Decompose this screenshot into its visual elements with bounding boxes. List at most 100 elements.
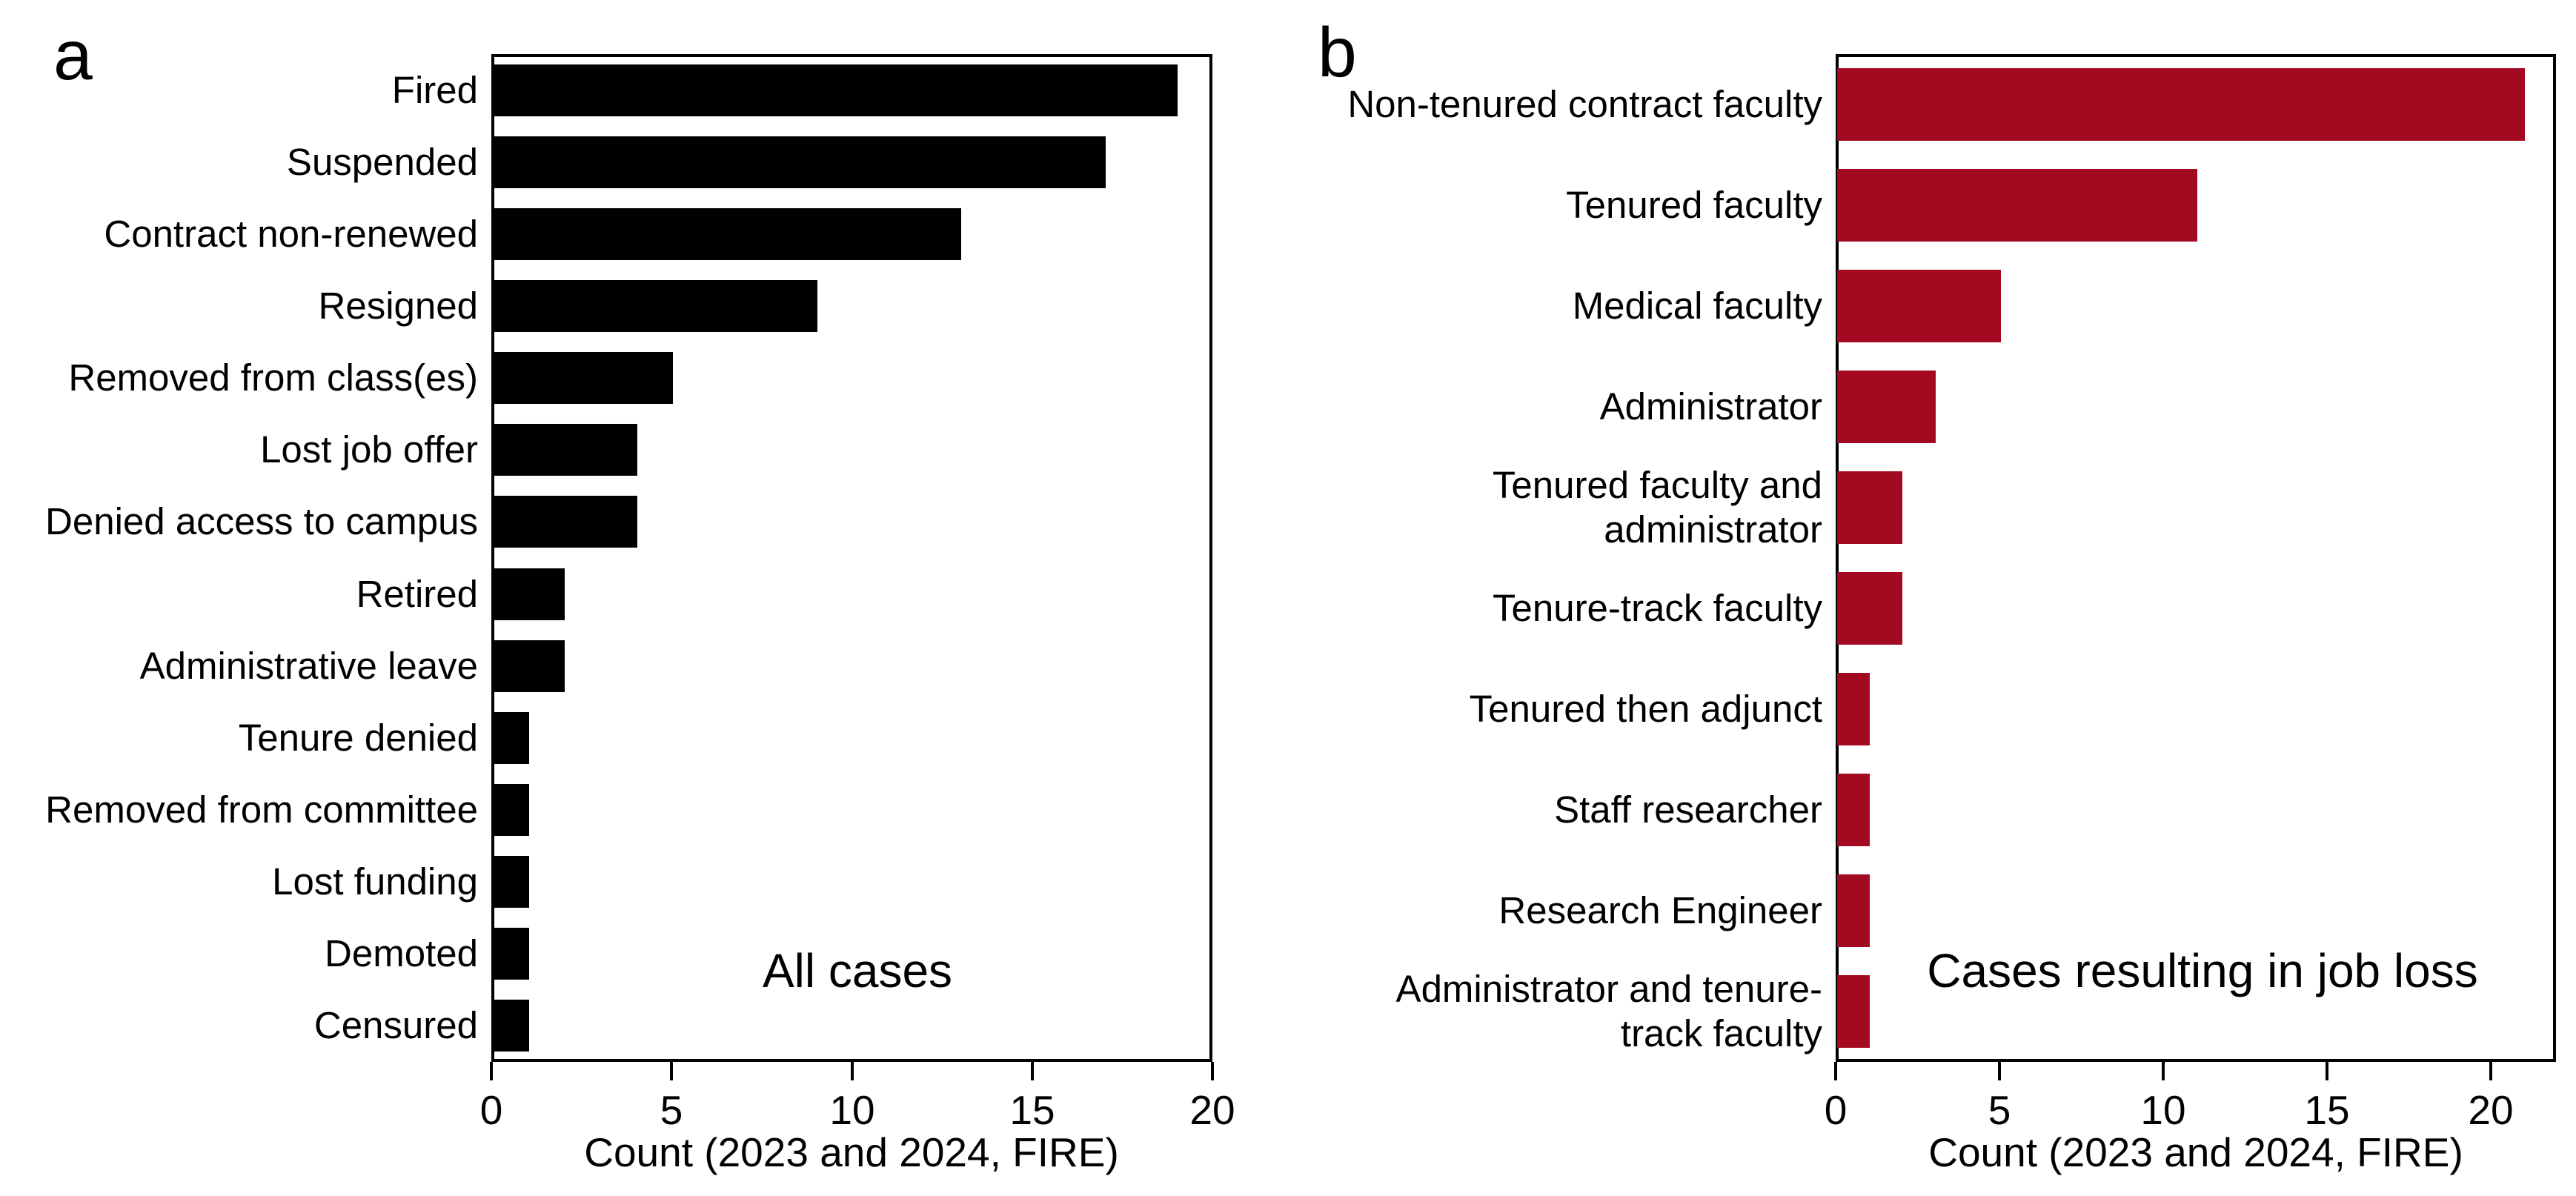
x-tick-label: 15 bbox=[1009, 1087, 1055, 1133]
category-label: Fired bbox=[0, 54, 478, 126]
category-label-line: administrator bbox=[1604, 508, 1822, 551]
category-label-line: Tenured faculty and bbox=[1492, 464, 1822, 506]
category-label: Lost job offer bbox=[0, 414, 478, 486]
category-label: Tenure-track faculty bbox=[0, 558, 1822, 659]
category-label-line: Suspended bbox=[286, 140, 478, 183]
category-label-line: Censured bbox=[313, 1004, 478, 1047]
x-tick-label: 20 bbox=[2468, 1087, 2514, 1133]
category-label: Administrator bbox=[0, 356, 1822, 457]
category-label-line: Tenured then adjunct bbox=[1469, 688, 1822, 730]
panel-b-plot-box bbox=[1836, 54, 2556, 1062]
category-label-line: Staff researcher bbox=[1554, 788, 1822, 831]
bar-a-13 bbox=[493, 1000, 529, 1052]
x-tick-label: 5 bbox=[660, 1087, 683, 1133]
category-label: Contract non-renewed bbox=[0, 198, 478, 270]
x-tick-label: 20 bbox=[1189, 1087, 1235, 1133]
category-label-line: Denied access to campus bbox=[45, 500, 478, 543]
bar-a-12 bbox=[493, 928, 529, 980]
bar-a-0 bbox=[493, 64, 1178, 116]
x-tick-mark bbox=[490, 1062, 493, 1080]
category-label-line: Lost funding bbox=[272, 860, 478, 903]
category-label-line: Removed from class(es) bbox=[68, 356, 478, 399]
category-label-line: Tenure denied bbox=[238, 716, 478, 759]
category-label: Tenured faculty bbox=[0, 155, 1822, 256]
category-label: Administrative leave bbox=[0, 630, 478, 702]
category-label: Retired bbox=[0, 558, 478, 630]
category-label-line: Medical faculty bbox=[1572, 285, 1822, 327]
bar-b-7 bbox=[1837, 774, 1870, 846]
bar-a-2 bbox=[493, 208, 961, 260]
x-tick-mark bbox=[1031, 1062, 1034, 1080]
bar-b-3 bbox=[1837, 371, 1936, 443]
panel-b-annotation: Cases resulting in job loss bbox=[1927, 944, 2478, 997]
bar-a-10 bbox=[493, 784, 529, 836]
x-tick-mark bbox=[670, 1062, 673, 1080]
category-label-line: Tenured faculty bbox=[1566, 184, 1822, 226]
category-label: Administrator and tenure-track faculty bbox=[0, 961, 1822, 1062]
x-tick-mark bbox=[2326, 1062, 2328, 1080]
category-label: Removed from committee bbox=[0, 774, 478, 845]
bar-a-6 bbox=[493, 496, 637, 548]
bar-a-4 bbox=[493, 352, 673, 404]
category-label-line: Contract non-renewed bbox=[104, 212, 478, 255]
category-label: Lost funding bbox=[0, 846, 478, 918]
x-tick-label: 10 bbox=[2140, 1087, 2186, 1133]
category-label: Denied access to campus bbox=[0, 486, 478, 558]
bar-b-1 bbox=[1837, 169, 2197, 242]
category-label-line: Resigned bbox=[318, 284, 478, 327]
bar-a-7 bbox=[493, 568, 565, 620]
x-tick-label: 15 bbox=[2304, 1087, 2350, 1133]
panel-a-annotation: All cases bbox=[762, 944, 953, 997]
category-label: Staff researcher bbox=[0, 760, 1822, 860]
bar-b-2 bbox=[1837, 270, 2001, 342]
category-label-line: Fired bbox=[391, 68, 478, 111]
x-tick-mark bbox=[851, 1062, 854, 1080]
panel-a-x-axis-label: Count (2023 and 2024, FIRE) bbox=[584, 1129, 1119, 1175]
x-tick-label: 0 bbox=[479, 1087, 503, 1133]
category-label-line: Administrator bbox=[1599, 385, 1822, 428]
panel-a-letter: a bbox=[53, 16, 93, 95]
bar-a-1 bbox=[493, 136, 1106, 188]
bar-a-11 bbox=[493, 856, 529, 908]
x-tick-mark bbox=[1211, 1062, 1214, 1080]
bar-b-6 bbox=[1837, 673, 1870, 745]
category-label-line: track faculty bbox=[1620, 1012, 1822, 1054]
category-label: Tenure denied bbox=[0, 702, 478, 774]
category-label: Tenured then adjunct bbox=[0, 659, 1822, 760]
panel-b-x-axis-label: Count (2023 and 2024, FIRE) bbox=[1928, 1129, 2463, 1175]
category-label: Censured bbox=[0, 990, 478, 1062]
bar-b-8 bbox=[1837, 874, 1870, 947]
bar-b-4 bbox=[1837, 471, 1902, 544]
category-label-line: Non-tenured contract faculty bbox=[1347, 83, 1822, 125]
bar-b-0 bbox=[1837, 68, 2525, 141]
category-label: Suspended bbox=[0, 126, 478, 198]
category-label: Medical faculty bbox=[0, 256, 1822, 356]
bar-b-9 bbox=[1837, 975, 1870, 1048]
bar-b-5 bbox=[1837, 572, 1902, 645]
category-label-line: Tenure-track faculty bbox=[1492, 587, 1822, 629]
category-label-line: Retired bbox=[356, 572, 478, 615]
x-tick-label: 0 bbox=[1824, 1087, 1848, 1133]
category-label-line: Lost job offer bbox=[260, 428, 478, 471]
x-tick-label: 5 bbox=[1988, 1087, 2011, 1133]
x-tick-mark bbox=[2162, 1062, 2165, 1080]
bar-a-3 bbox=[493, 280, 817, 332]
category-label: Demoted bbox=[0, 918, 478, 990]
category-label-line: Demoted bbox=[325, 932, 478, 975]
x-tick-mark bbox=[1834, 1062, 1837, 1080]
bar-a-8 bbox=[493, 640, 565, 692]
category-label: Tenured faculty and administrator bbox=[0, 457, 1822, 558]
panel-b-letter: b bbox=[1318, 13, 1357, 92]
x-tick-label: 10 bbox=[829, 1087, 875, 1133]
category-label: Non-tenured contract faculty bbox=[0, 54, 1822, 155]
x-tick-mark bbox=[2489, 1062, 2492, 1080]
category-label: Research Engineer bbox=[0, 860, 1822, 961]
category-label-line: Administrator and tenure- bbox=[1395, 968, 1822, 1010]
category-label: Removed from class(es) bbox=[0, 342, 478, 414]
category-label-line: Administrative leave bbox=[139, 644, 478, 687]
x-tick-mark bbox=[1998, 1062, 2001, 1080]
category-label: Resigned bbox=[0, 270, 478, 342]
category-label-line: Removed from committee bbox=[45, 788, 478, 831]
bar-a-9 bbox=[493, 712, 529, 764]
